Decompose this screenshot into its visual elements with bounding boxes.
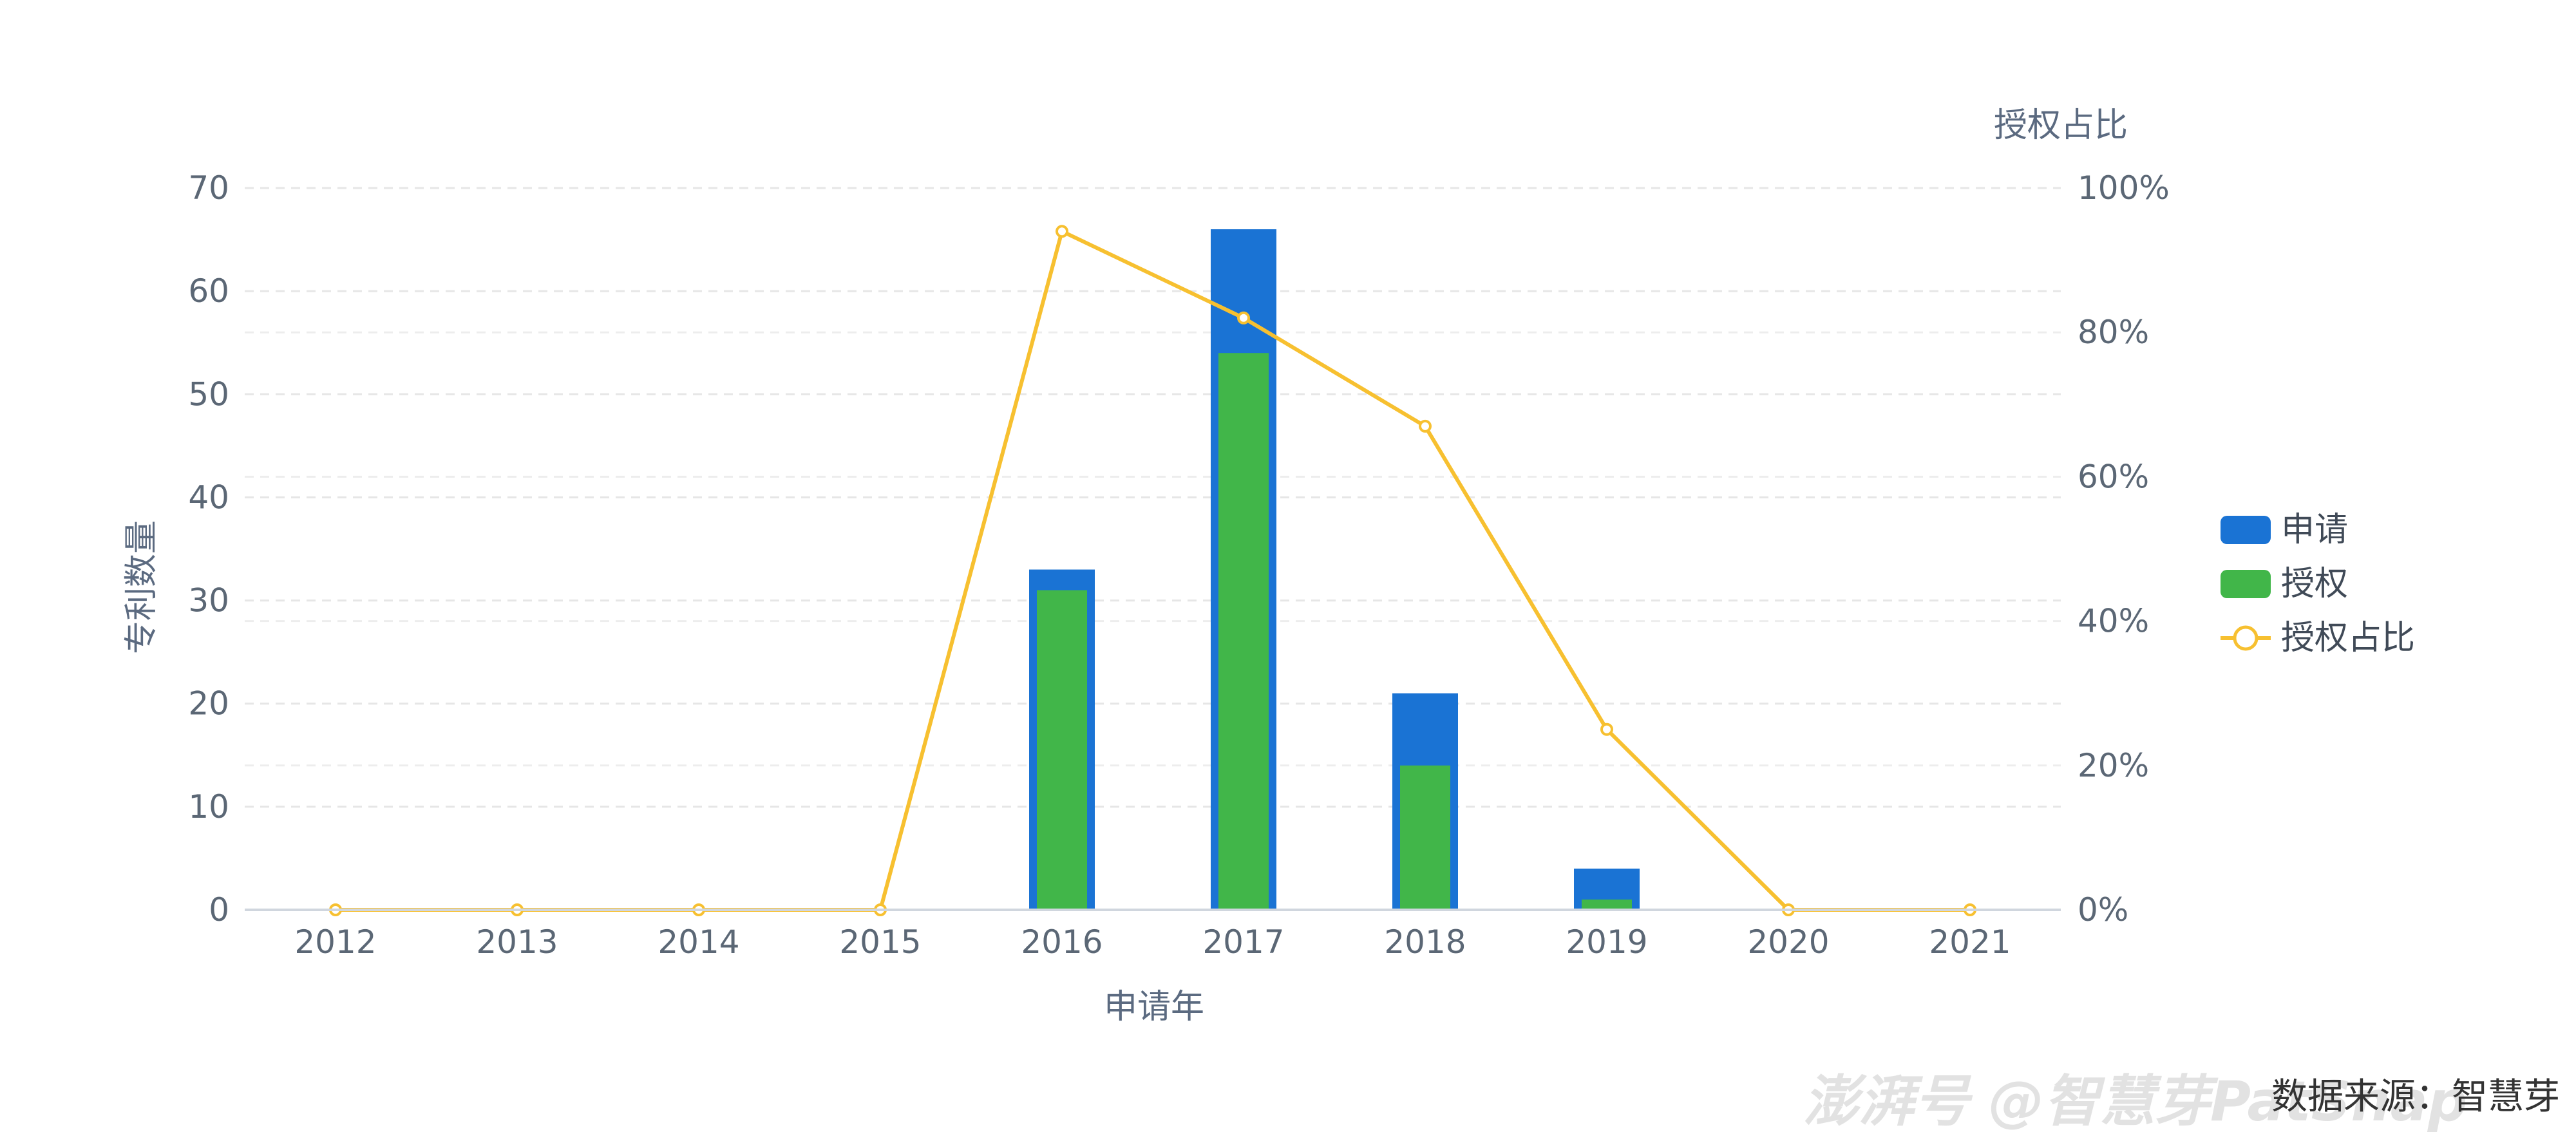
y2-tick-label: 80% (2078, 314, 2149, 351)
legend-label-ratio: 授权占比 (2281, 619, 2415, 657)
ratio-point (1237, 311, 1250, 325)
y-axis-title: 专利数量 (122, 520, 161, 654)
x-tick-label: 2014 (658, 923, 739, 961)
bar-grant (1582, 899, 1632, 910)
y-tick-label: 20 (188, 685, 229, 722)
bars (1029, 229, 1640, 910)
y2-tick-label: 0% (2078, 891, 2128, 929)
ratio-point (1056, 225, 1068, 238)
bar-grant (1218, 353, 1269, 910)
y-tick-label: 10 (188, 788, 229, 825)
ratio-point (1600, 722, 1613, 736)
y2-tick-label: 20% (2078, 747, 2149, 784)
x-tick-label: 2021 (1929, 923, 2011, 961)
x-axis-title: 申请年 (1104, 988, 1204, 1026)
y-tick-label: 0 (209, 891, 229, 929)
bar-grant (1037, 590, 1087, 910)
y2-tick-label: 40% (2078, 603, 2149, 640)
y2-axis-title: 授权占比 (1994, 106, 2128, 145)
legend: 申请 授权 授权占比 (2221, 511, 2415, 657)
legend-marker-ratio (2233, 625, 2259, 651)
ratio-line-path (336, 229, 1970, 912)
y2-tick-label: 100% (2078, 169, 2170, 207)
legend-swatch-grant (2221, 570, 2271, 598)
y-tick-label: 60 (188, 272, 229, 310)
y-tick-label: 30 (188, 582, 229, 619)
legend-label-apply: 申请 (2281, 511, 2348, 549)
x-tick-label: 2016 (1021, 923, 1103, 961)
ratio-point (1419, 419, 1432, 433)
x-tick-label: 2015 (839, 923, 921, 961)
x-tick-label: 2012 (294, 923, 376, 961)
x-tick-label: 2018 (1384, 923, 1466, 961)
ratio-line (329, 225, 1976, 916)
y-tick-label: 50 (188, 375, 229, 413)
gridlines (245, 187, 2061, 808)
legend-label-grant: 授权 (2281, 565, 2348, 603)
axes: 0 10 20 30 40 50 60 70 0% 20% 40% 60% 80% 100% 2012 201… (188, 169, 2170, 961)
y2-tick-label: 60% (2078, 458, 2149, 495)
x-tick-label: 2017 (1202, 923, 1284, 961)
x-tick-label: 2013 (476, 923, 558, 961)
legend-swatch-apply (2221, 516, 2271, 544)
watermark: 澎湃号 @智慧芽PatSnap (1803, 1070, 2467, 1134)
source-note: 数据来源：智慧芽 (2271, 1076, 2560, 1118)
y-tick-label: 40 (188, 478, 229, 516)
y-tick-label: 70 (188, 169, 229, 207)
bar-grant (1400, 765, 1450, 910)
x-tick-label: 2020 (1747, 923, 1829, 961)
x-tick-label: 2019 (1566, 923, 1647, 961)
